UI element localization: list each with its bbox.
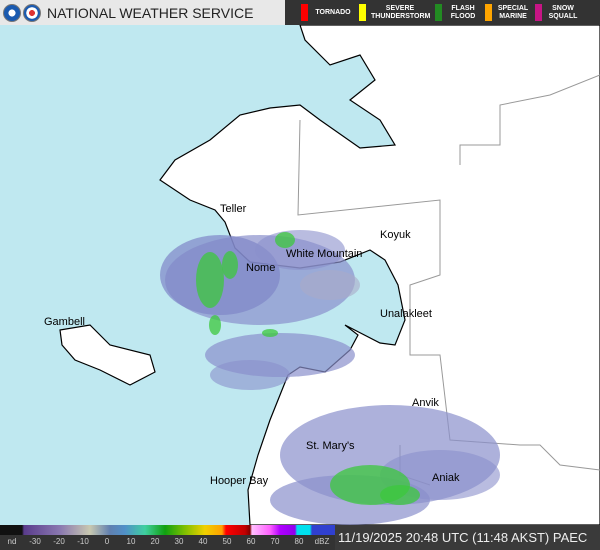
warning-flash-flood: FLASH FLOOD <box>435 4 479 21</box>
nws-logo <box>23 3 41 22</box>
echo-moderate <box>209 315 221 335</box>
land <box>59 25 600 525</box>
echo-moderate <box>222 251 238 279</box>
legend-tick: dBZ <box>314 537 330 546</box>
warning-swatch <box>435 4 442 21</box>
place-label: Nome <box>246 262 276 274</box>
st-lawrence-island <box>59 324 156 386</box>
place-label: White Mountain <box>286 248 363 260</box>
warning-snow-squall: SNOW SQUALL <box>535 4 579 21</box>
place-label: Anvik <box>412 397 439 409</box>
dbz-color-scale <box>0 525 335 535</box>
legend-tick: 60 <box>246 537 256 546</box>
echo-moderate <box>380 485 420 505</box>
legend-tick: -10 <box>77 537 89 546</box>
echo-region <box>210 360 290 390</box>
legend-tick: -30 <box>29 537 41 546</box>
echo-moderate <box>275 232 295 248</box>
echo-moderate <box>196 252 224 308</box>
header: NATIONAL WEATHER SERVICE TORNADO SEVERE T… <box>0 0 600 25</box>
place-label: Hooper Bay <box>210 475 269 487</box>
warning-legend: TORNADO SEVERE THUNDERSTORM FLASH FLOOD SPE… <box>285 0 600 25</box>
place-label: St. Mary's <box>306 440 355 452</box>
place-label: Koyuk <box>380 229 411 241</box>
place-label: Unalakleet <box>380 308 432 320</box>
legend-tick: 70 <box>270 537 280 546</box>
warning-label: TORNADO <box>315 8 351 16</box>
noaa-logo <box>3 3 21 22</box>
warning-label: SNOW SQUALL <box>548 4 578 20</box>
warning-label: SEVERE THUNDERSTORM <box>371 4 431 20</box>
place-label: Teller <box>220 203 247 215</box>
legend-tick: -20 <box>53 537 65 546</box>
timestamp: 11/19/2025 20:48 UTC (11:48 AKST) PAEC <box>335 525 600 550</box>
warning-swatch <box>359 4 366 21</box>
legend-tick: 50 <box>222 537 232 546</box>
warning-swatch <box>535 4 542 21</box>
warning-label: SPECIAL MARINE <box>497 4 529 20</box>
legend-tick: nd <box>7 537 17 546</box>
warning-label: FLASH FLOOD <box>450 4 476 20</box>
warning-tornado: TORNADO <box>301 4 353 21</box>
warning-special-marine: SPECIAL MARINE <box>485 4 529 21</box>
place-label: Gambell <box>44 316 85 328</box>
warning-severe-thunderstorm: SEVERE THUNDERSTORM <box>359 4 431 21</box>
legend-tick: 40 <box>198 537 208 546</box>
place-label: Aniak <box>432 472 460 484</box>
radar-map[interactable] <box>0 25 600 525</box>
warning-swatch <box>301 4 308 21</box>
legend-tick: 20 <box>150 537 160 546</box>
legend-tick: 10 <box>126 537 136 546</box>
legend-tick: 0 <box>104 537 110 546</box>
radar-echoes <box>160 230 500 525</box>
legend-tick: 30 <box>174 537 184 546</box>
nws-branding: NATIONAL WEATHER SERVICE <box>0 0 285 25</box>
echo-region <box>300 270 360 300</box>
reflectivity-legend: nd -30 -20 -10 0 10 20 30 40 50 60 70 80 dBZ <box>0 525 335 550</box>
legend-tick: 80 <box>294 537 304 546</box>
warning-swatch <box>485 4 492 21</box>
echo-moderate <box>262 329 278 337</box>
page-title: NATIONAL WEATHER SERVICE <box>47 4 254 21</box>
